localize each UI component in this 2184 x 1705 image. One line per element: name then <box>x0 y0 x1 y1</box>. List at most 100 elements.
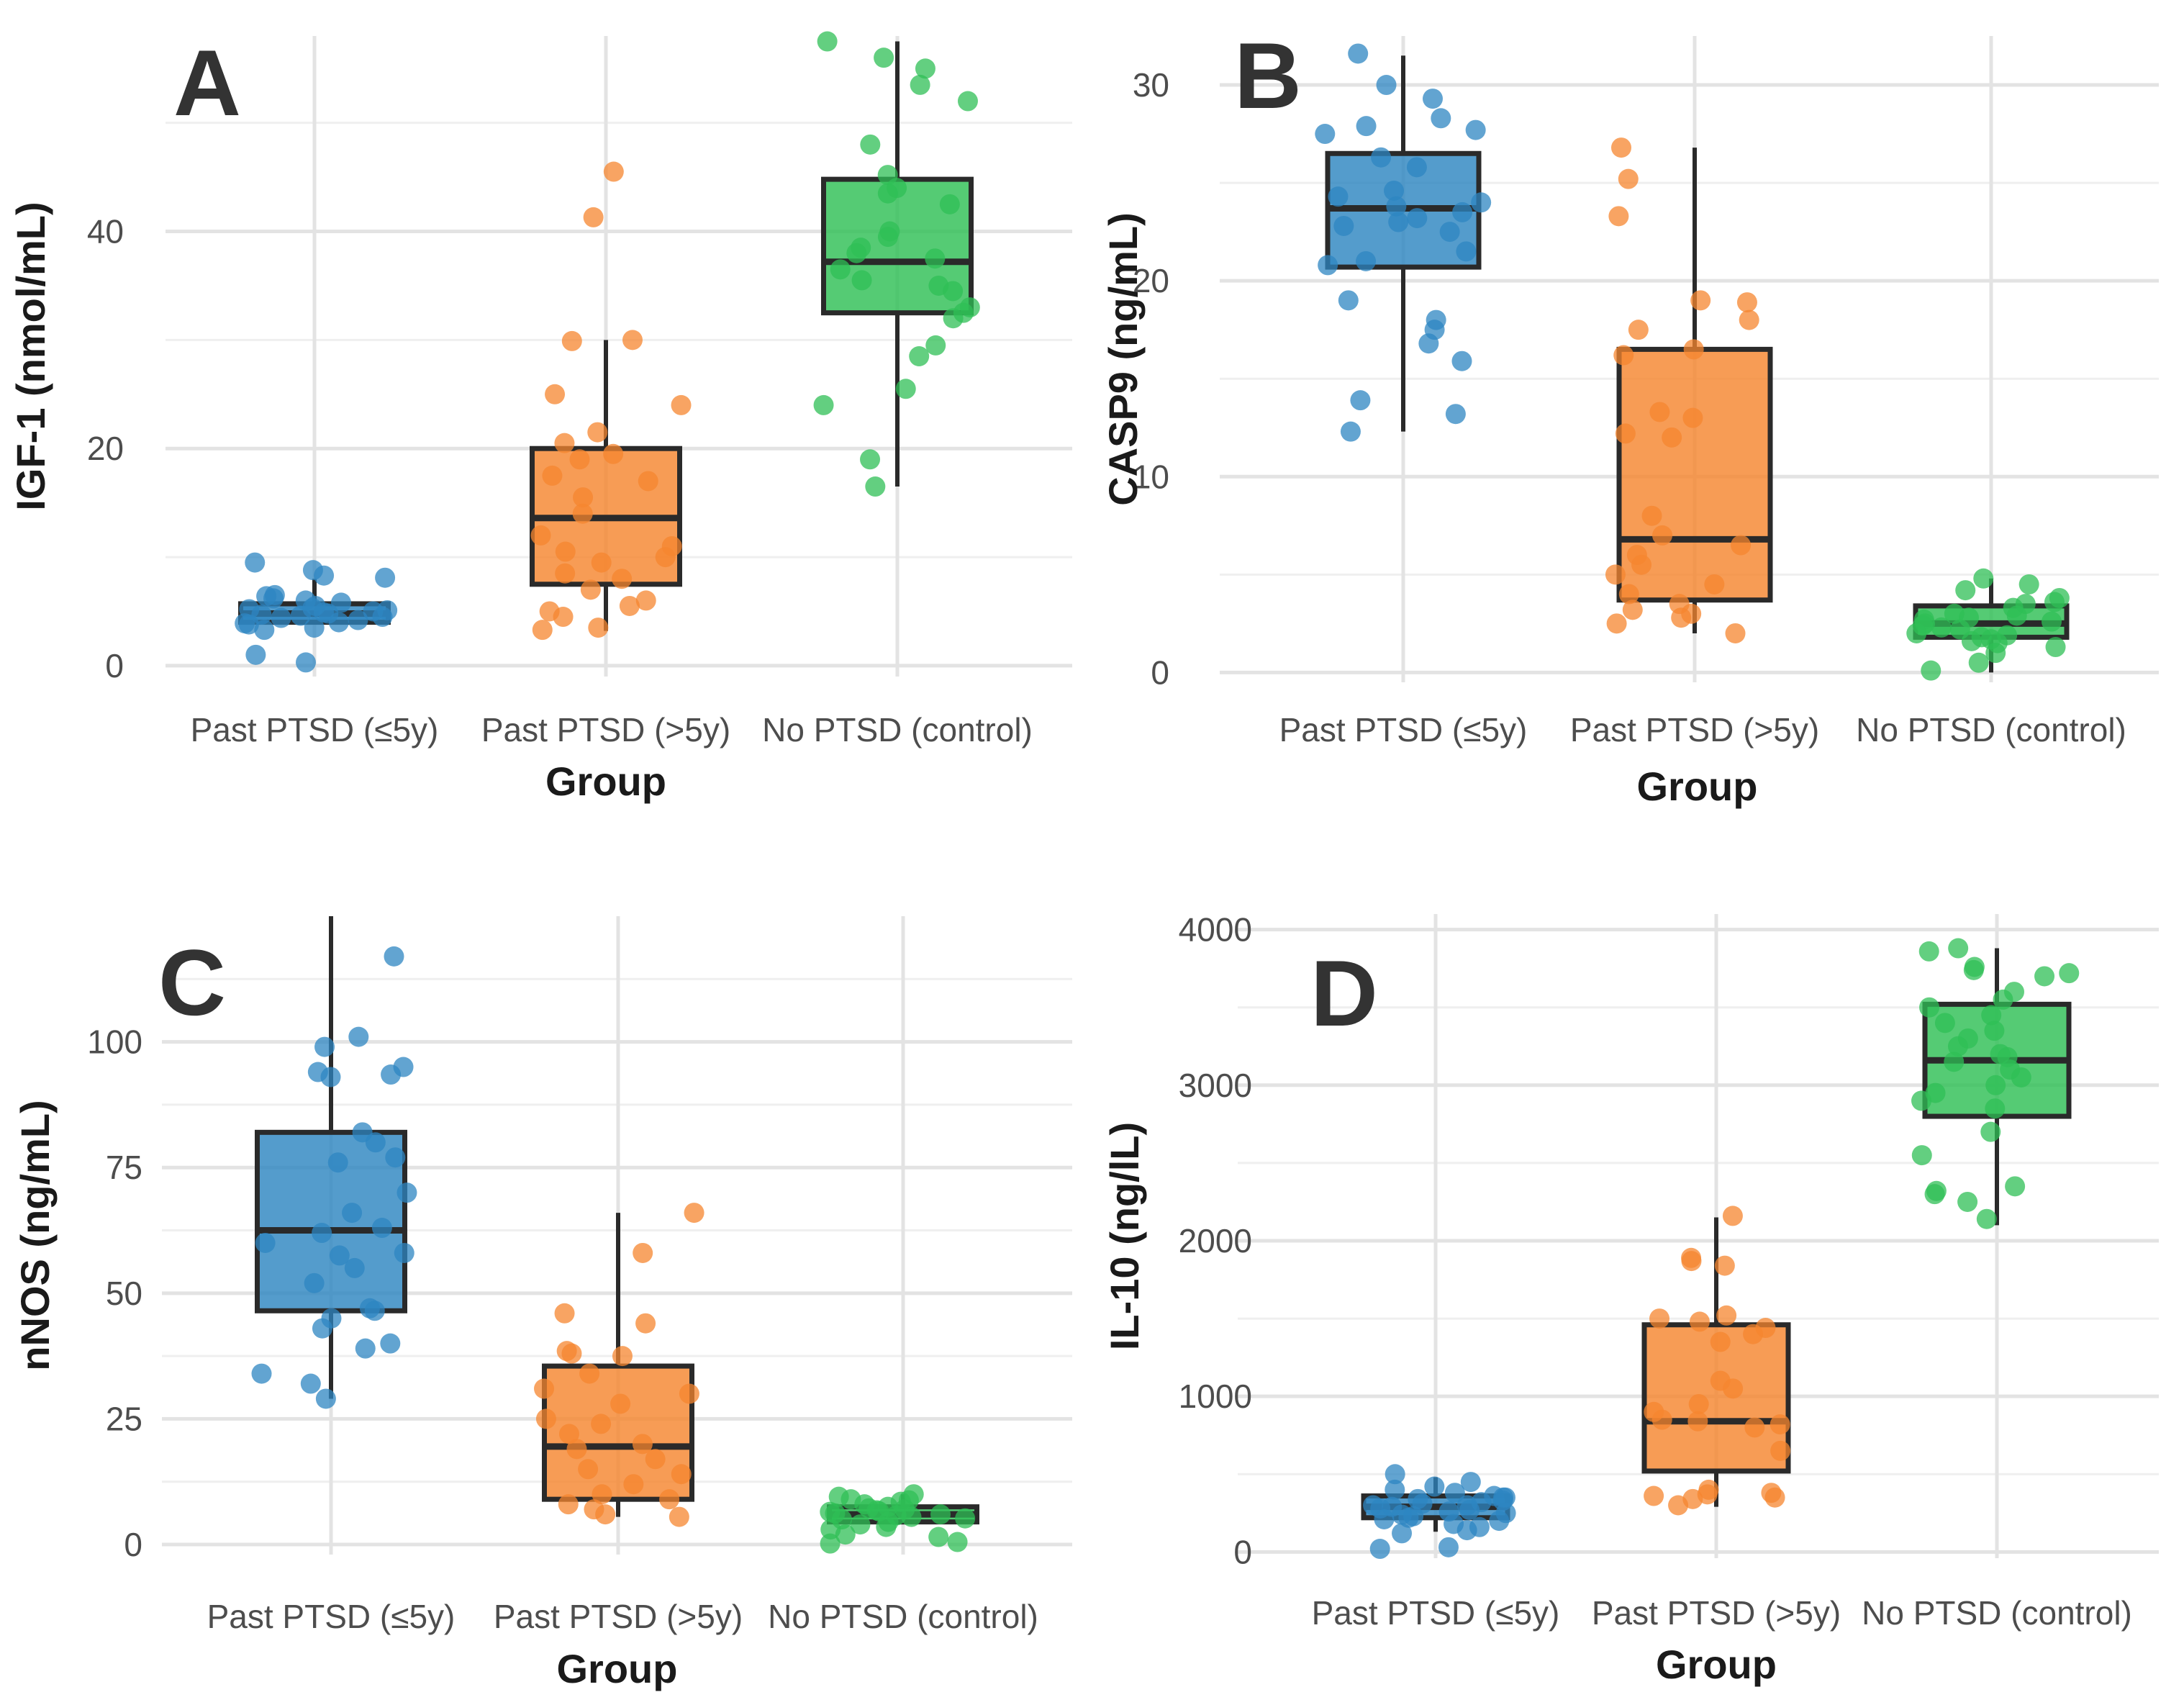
data-point <box>835 1524 856 1545</box>
data-point <box>295 652 316 673</box>
panel-a-letter: A <box>173 30 241 135</box>
data-point <box>1388 212 1409 232</box>
data-point <box>1968 652 1989 673</box>
data-point <box>271 607 291 628</box>
data-point <box>1371 147 1392 168</box>
data-point <box>943 308 964 329</box>
data-point <box>592 1484 612 1505</box>
data-point <box>534 1378 555 1399</box>
data-point <box>1955 580 1976 601</box>
data-point <box>1651 1409 1672 1430</box>
data-point <box>1919 997 1940 1018</box>
panel-c-points <box>251 946 976 1554</box>
data-point <box>1439 222 1460 243</box>
data-point <box>1981 1005 2002 1026</box>
data-point <box>1350 390 1371 411</box>
data-point <box>1710 1331 1731 1352</box>
data-point <box>1682 407 1703 428</box>
panel-d-points <box>1363 938 2080 1560</box>
data-point <box>580 579 601 600</box>
panel-b-ytick-label: 30 <box>1133 66 1169 104</box>
data-point <box>925 248 946 269</box>
data-point <box>1456 1520 1477 1541</box>
data-point <box>1906 623 1927 643</box>
data-point <box>1924 1184 1945 1205</box>
data-point <box>1716 1305 1737 1326</box>
data-point <box>1690 290 1711 311</box>
data-point <box>555 541 576 562</box>
panel-d-y-ticks: 0 1000 2000 3000 4000 <box>1179 911 1252 1571</box>
data-point <box>304 1272 325 1293</box>
data-point <box>622 330 643 351</box>
data-point <box>1340 421 1361 442</box>
data-point <box>820 1533 840 1554</box>
data-point <box>1683 339 1704 360</box>
data-point <box>1911 1090 1932 1111</box>
panel-b-x-ticks: Past PTSD (≤5y) Past PTSD (>5y) No PTSD … <box>1279 711 2126 749</box>
data-point <box>1631 554 1652 575</box>
panel-b-ytick-label: 10 <box>1133 458 1169 495</box>
panel-c-y-axis-title: nNOS (ng/mL) <box>12 1100 58 1370</box>
data-point <box>876 1516 897 1537</box>
data-point <box>251 1363 272 1384</box>
data-point <box>1613 345 1634 366</box>
data-point <box>898 1490 919 1511</box>
panel-d-ytick-label: 4000 <box>1179 911 1252 949</box>
data-point <box>587 422 608 443</box>
data-point <box>1961 630 1982 651</box>
data-point <box>1615 423 1636 444</box>
panel-c-letter: C <box>158 930 226 1035</box>
data-point <box>939 194 960 214</box>
data-point <box>1739 309 1759 330</box>
data-point <box>1668 1495 1689 1516</box>
data-point <box>1918 941 1939 962</box>
panel-a-x-axis-title: Group <box>545 759 666 804</box>
data-point <box>1451 351 1472 371</box>
data-point <box>645 1449 666 1470</box>
data-point <box>365 1132 386 1153</box>
data-point <box>1386 196 1407 217</box>
data-point <box>632 1434 653 1455</box>
data-point <box>1688 1393 1709 1414</box>
data-point <box>1744 1417 1765 1438</box>
data-point <box>312 1223 332 1244</box>
panel-b-letter: B <box>1234 23 1302 128</box>
data-point <box>555 563 576 584</box>
data-point <box>930 1504 951 1525</box>
data-point <box>1934 1013 1955 1034</box>
data-point <box>375 567 396 588</box>
data-point <box>1407 208 1428 229</box>
data-point <box>1689 1311 1710 1332</box>
data-point <box>579 1363 600 1384</box>
data-point <box>1984 1021 2005 1041</box>
data-point <box>633 1242 653 1263</box>
data-point <box>2018 574 2039 594</box>
panel-c-ytick-label: 75 <box>106 1149 142 1186</box>
data-point <box>1385 1479 1405 1500</box>
data-point <box>850 1514 871 1535</box>
panel-d-xtick-label: Past PTSD (≤5y) <box>1312 1594 1560 1632</box>
data-point <box>561 1343 582 1364</box>
data-point <box>2059 963 2080 984</box>
data-point <box>2006 605 2027 626</box>
data-point <box>397 1182 417 1203</box>
data-point <box>553 607 574 628</box>
data-point <box>331 592 352 613</box>
panel-a-ytick-label: 0 <box>105 647 124 684</box>
data-point <box>1328 186 1349 207</box>
data-point <box>561 330 582 351</box>
data-point <box>1957 1191 1978 1212</box>
panel-c-ytick-label: 100 <box>87 1023 142 1061</box>
panel-c: 0 25 50 75 100 Past PTSD (≤5y) Past PTSD… <box>12 916 1072 1691</box>
data-point <box>1931 617 1952 638</box>
panel-c-y-ticks: 0 25 50 75 100 <box>87 1023 142 1563</box>
data-point <box>671 394 692 415</box>
data-point <box>860 449 881 470</box>
data-point <box>380 1333 401 1354</box>
data-point <box>1318 255 1338 276</box>
data-point <box>320 1067 341 1087</box>
data-point <box>1385 1464 1405 1485</box>
data-point <box>569 449 590 470</box>
data-point <box>1438 1537 1459 1557</box>
data-point <box>1652 525 1673 546</box>
